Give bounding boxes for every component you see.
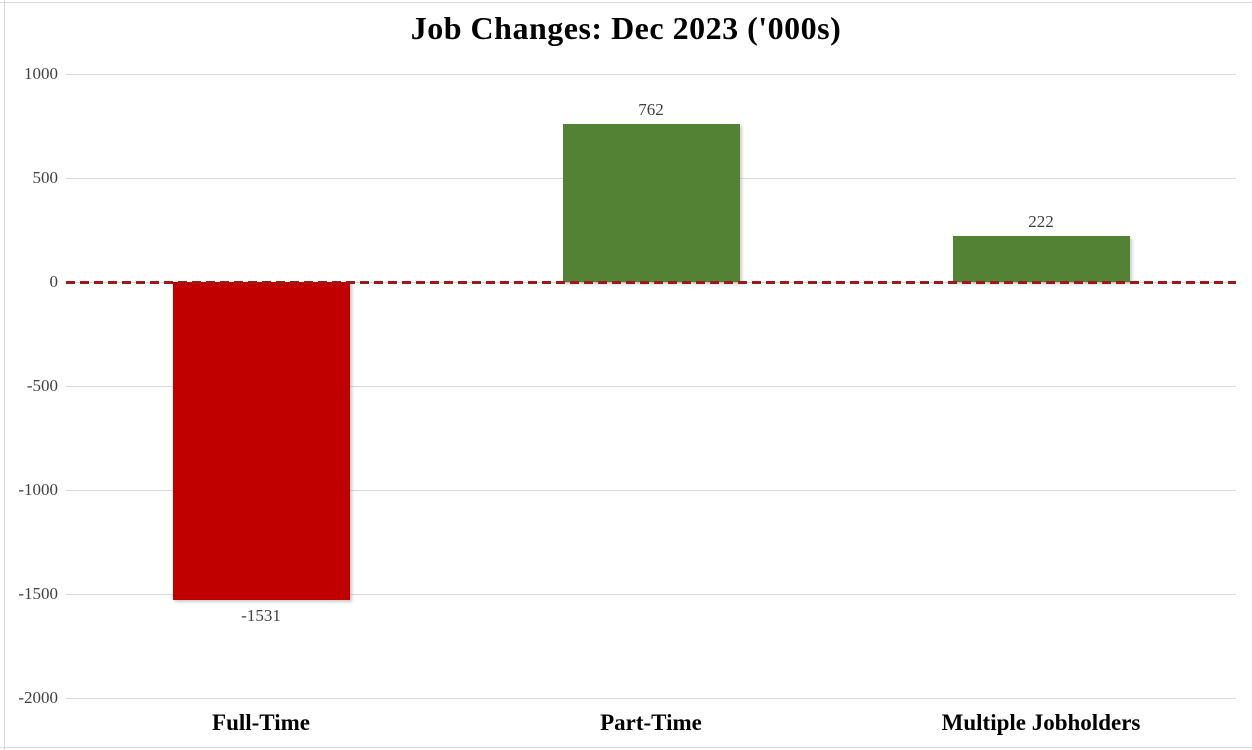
y-axis-tick-label: 1000 (24, 64, 58, 83)
chart-title: Job Changes: Dec 2023 ('000s) (410, 10, 842, 46)
bar-value-label: 222 (1028, 212, 1054, 231)
y-gridline (66, 74, 1236, 75)
zero-baseline-dashed-line (66, 281, 1236, 284)
x-axis-category-label: Part-Time (600, 710, 702, 735)
y-gridline (66, 490, 1236, 491)
sheet-edge-left-line (4, 0, 5, 750)
x-axis-category-label: Multiple Jobholders (941, 710, 1141, 735)
y-gridline (66, 594, 1236, 595)
y-axis-tick-label: 500 (32, 168, 59, 187)
bar-multiple-jobholders (953, 236, 1130, 282)
y-gridline (66, 386, 1236, 387)
y-gridline (66, 698, 1236, 699)
y-axis-tick-label: -500 (26, 376, 58, 395)
sheet-edge-top-line (0, 2, 1252, 3)
bar-part-time (563, 124, 740, 282)
sheet-edge-bottom-line (0, 747, 1252, 748)
y-axis-tick-label: 0 (49, 272, 59, 291)
y-axis-tick-label: -2000 (18, 688, 58, 707)
y-axis-tick-label: -1500 (18, 584, 58, 603)
x-axis-category-label: Full-Time (212, 710, 310, 735)
y-axis-tick-label: -1000 (18, 480, 58, 499)
bar-value-label: -1531 (241, 606, 281, 625)
bar-full-time (173, 282, 350, 600)
bar-value-label: 762 (638, 100, 664, 119)
